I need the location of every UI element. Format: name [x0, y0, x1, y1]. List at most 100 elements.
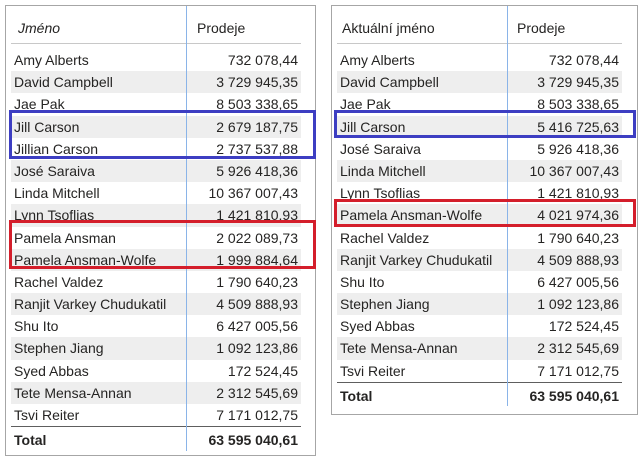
row-name: David Campbell — [14, 74, 113, 91]
table-row[interactable]: Stephen Jiang 1 092 123,86 — [337, 293, 622, 316]
table-row[interactable]: Shu Ito 6 427 005,56 — [337, 271, 622, 293]
row-value: 5 416 725,63 — [537, 118, 619, 135]
right-column-divider — [507, 6, 508, 406]
row-value: 1 421 810,93 — [537, 185, 619, 202]
table-row[interactable]: Ranjit Varkey Chudukatil 4 509 888,93 — [11, 293, 301, 316]
row-name: Ranjit Varkey Chudukatil — [340, 251, 493, 268]
row-name: Jae Pak — [340, 96, 391, 113]
row-value: 172 524,45 — [227, 362, 298, 379]
row-value: 5 926 418,36 — [216, 162, 298, 179]
table-row[interactable]: Ranjit Varkey Chudukatil 4 509 888,93 — [337, 248, 622, 271]
table-row[interactable]: Rachel Valdez 1 790 640,23 — [11, 271, 301, 293]
table-row[interactable]: Lynn Tsoflias 1 421 810,93 — [337, 182, 622, 204]
table-row[interactable]: Pamela Ansman 2 022 089,73 — [11, 227, 301, 249]
table-row[interactable]: David Campbell 3 729 945,35 — [11, 71, 301, 94]
row-value: 2 022 089,73 — [216, 229, 298, 246]
table-row[interactable]: Linda Mitchell 10 367 007,43 — [337, 159, 622, 183]
row-name: Linda Mitchell — [340, 162, 426, 179]
table-row[interactable]: Jae Pak 8 503 338,65 — [337, 93, 622, 115]
row-name: Syed Abbas — [340, 318, 415, 335]
row-value: 1 790 640,23 — [537, 229, 619, 246]
left-highlight-jill-carson — [9, 110, 316, 159]
row-value: 8 503 338,65 — [537, 96, 619, 113]
row-name: Tsvi Reiter — [14, 407, 80, 423]
table-row[interactable]: Tsvi Reiter 7 171 012,75 — [337, 360, 622, 382]
row-value: 4 021 974,36 — [537, 207, 619, 224]
row-name: Amy Alberts — [340, 52, 415, 68]
table-row[interactable]: David Campbell 3 729 945,35 — [337, 71, 622, 94]
row-name: Jae Pak — [14, 96, 65, 113]
row-name: José Saraiva — [14, 162, 95, 179]
table-row[interactable]: Shu Ito 6 427 005,56 — [11, 315, 301, 337]
row-name: Jill Carson — [340, 118, 406, 135]
row-name: Ranjit Varkey Chudukatil — [14, 296, 167, 313]
row-value: 2 312 545,69 — [537, 340, 619, 357]
table-row[interactable]: Amy Alberts 732 078,44 — [337, 49, 622, 71]
row-name: Pamela Ansman — [14, 229, 116, 246]
row-value: 1 092 123,86 — [216, 340, 298, 357]
left-header-sales[interactable]: Prodeje — [197, 20, 246, 36]
right-table-visual: Aktuální jméno Prodeje Amy Alberts 732 07… — [331, 5, 638, 415]
row-value: 5 926 418,36 — [537, 140, 619, 157]
row-name: Stephen Jiang — [14, 340, 104, 357]
row-value: 10 367 007,43 — [208, 185, 298, 202]
left-table-total-row: Total 63 595 040,61 — [11, 426, 301, 451]
row-value: 3 729 945,35 — [216, 74, 298, 91]
table-row[interactable]: Amy Alberts 732 078,44 — [11, 49, 301, 71]
row-value: 7 171 012,75 — [216, 407, 298, 423]
table-row[interactable]: Tete Mensa-Annan 2 312 545,69 — [337, 337, 622, 360]
row-value: 732 078,44 — [227, 52, 298, 68]
table-row[interactable]: Tete Mensa-Annan 2 312 545,69 — [11, 381, 301, 404]
right-header-name[interactable]: Aktuální jméno — [342, 20, 435, 36]
row-name: Tete Mensa-Annan — [340, 340, 458, 357]
row-name: Syed Abbas — [14, 362, 89, 379]
right-table-body: Amy Alberts 732 078,44 David Campbell 3 72… — [337, 49, 622, 382]
row-value: 1 092 123,86 — [537, 296, 619, 313]
table-row[interactable]: Jae Pak 8 503 338,65 — [11, 93, 301, 115]
row-name: Jillian Carson — [14, 140, 99, 157]
left-table-body: Amy Alberts 732 078,44 David Campbell 3 72… — [11, 49, 301, 426]
row-value: 4 509 888,93 — [537, 251, 619, 268]
row-value: 2 312 545,69 — [216, 384, 298, 401]
table-row[interactable]: Syed Abbas 172 524,45 — [11, 360, 301, 382]
row-value: 10 367 007,43 — [529, 162, 619, 179]
table-row[interactable]: Jillian Carson 2 737 537,88 — [11, 138, 301, 160]
row-value: 1 999 884,64 — [216, 251, 298, 268]
row-name: Amy Alberts — [14, 52, 89, 68]
row-value: 4 509 888,93 — [216, 296, 298, 313]
total-label: Total — [340, 387, 373, 404]
row-name: Stephen Jiang — [340, 296, 430, 313]
table-row[interactable]: Jill Carson 5 416 725,63 — [337, 115, 622, 138]
table-row[interactable]: Pamela Ansman-Wolfe 4 021 974,36 — [337, 204, 622, 227]
row-value: 2 737 537,88 — [216, 140, 298, 157]
row-value: 7 171 012,75 — [537, 362, 619, 379]
row-value: 2 679 187,75 — [216, 118, 298, 135]
left-table-header: Jméno Prodeje — [11, 11, 301, 44]
left-highlight-pamela-ansman — [9, 220, 316, 269]
row-value: 3 729 945,35 — [537, 74, 619, 91]
right-highlight-pamela-ansman-wolfe — [334, 199, 636, 227]
left-header-name[interactable]: Jméno — [18, 20, 61, 36]
row-name: Rachel Valdez — [14, 273, 104, 290]
table-row[interactable]: Rachel Valdez 1 790 640,23 — [337, 227, 622, 249]
right-highlight-jill-carson — [334, 110, 636, 138]
row-value: 6 427 005,56 — [537, 273, 619, 290]
row-name: Tete Mensa-Annan — [14, 384, 132, 401]
table-row[interactable]: José Saraiva 5 926 418,36 — [337, 138, 622, 160]
row-value: 732 078,44 — [548, 52, 619, 68]
right-header-sales[interactable]: Prodeje — [517, 20, 566, 36]
table-row[interactable]: Tsvi Reiter 7 171 012,75 — [11, 404, 301, 426]
row-name: Linda Mitchell — [14, 185, 100, 202]
table-row[interactable]: José Saraiva 5 926 418,36 — [11, 159, 301, 183]
table-row[interactable]: Syed Abbas 172 524,45 — [337, 315, 622, 337]
left-table-visual: Jméno Prodeje Amy Alberts 732 078,44 Davi… — [5, 5, 316, 456]
row-name: David Campbell — [340, 74, 439, 91]
left-column-divider — [186, 6, 187, 451]
row-name: Jill Carson — [14, 118, 80, 135]
total-value: 63 595 040,61 — [208, 432, 298, 449]
table-row[interactable]: Linda Mitchell 10 367 007,43 — [11, 182, 301, 204]
table-row[interactable]: Jill Carson 2 679 187,75 — [11, 115, 301, 138]
table-row[interactable]: Pamela Ansman-Wolfe 1 999 884,64 — [11, 248, 301, 271]
total-label: Total — [14, 432, 47, 449]
table-row[interactable]: Stephen Jiang 1 092 123,86 — [11, 337, 301, 360]
